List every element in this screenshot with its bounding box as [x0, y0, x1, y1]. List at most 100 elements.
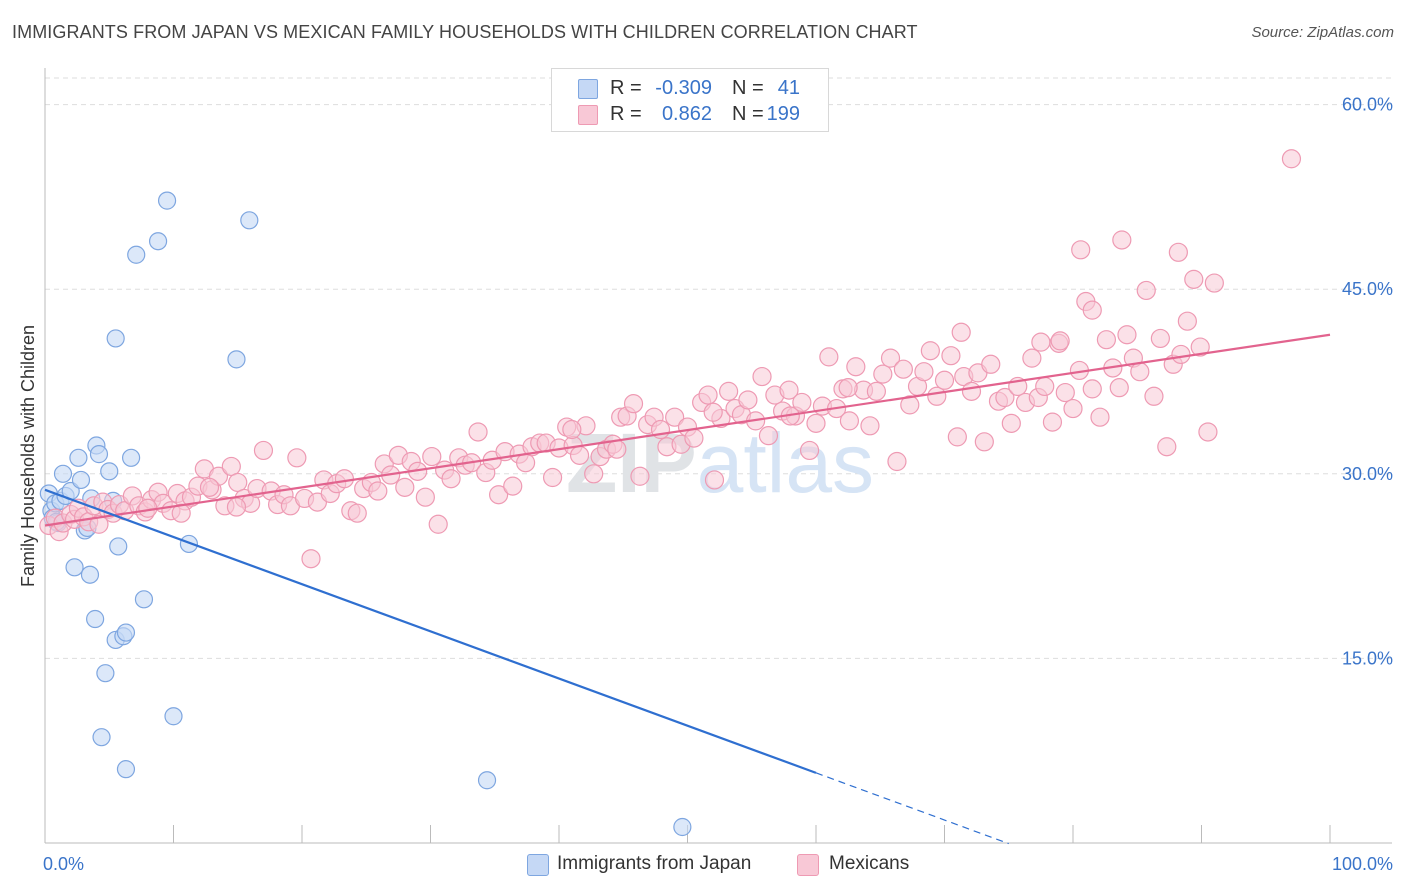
r-label: R = [610, 77, 642, 99]
mexicans-trend-line [44, 333, 1331, 527]
mexicans-point [1177, 311, 1197, 331]
japan-point [477, 771, 497, 790]
mexicans-point [914, 362, 934, 382]
mexicans-point [1035, 376, 1055, 397]
mexicans-point [738, 390, 758, 410]
mexicans-legend-swatch [797, 854, 819, 876]
y-tick-label: 15.0% [1342, 648, 1393, 668]
r-label: R = [610, 103, 642, 125]
mexicans-point [368, 481, 388, 501]
mexicans-point [806, 413, 826, 433]
mexicans-point [422, 446, 442, 467]
mexicans-point [441, 469, 461, 489]
r-value: 0.862 [661, 103, 712, 125]
japan-swatch [578, 79, 598, 99]
mexicans-point [819, 347, 839, 367]
mexicans-point [623, 394, 644, 414]
mexicans-point [607, 439, 627, 459]
y-tick-label: 30.0% [1342, 464, 1393, 484]
japan-point [89, 445, 109, 464]
mexicans-point [927, 386, 947, 406]
japan-point [92, 728, 111, 747]
mexicans-point [719, 381, 739, 401]
mexicans-point [951, 322, 971, 342]
japan-point [134, 590, 154, 609]
mexicans-point [1168, 242, 1188, 262]
japan-point [69, 448, 88, 467]
mexicans-point [866, 381, 886, 401]
mexicans-point [1050, 331, 1070, 351]
mexicans-point [703, 402, 723, 422]
japan-point [86, 609, 105, 629]
japan-point [106, 329, 125, 348]
grid-lines [45, 77, 1392, 659]
n-value: 199 [766, 103, 800, 125]
mexicans-point [1055, 382, 1075, 403]
japan-point [109, 537, 128, 556]
mexicans-point [900, 395, 920, 415]
mexicans-point [199, 477, 220, 497]
mexicans-point [226, 497, 247, 517]
japan-point [127, 245, 146, 264]
mexicans-point [1082, 300, 1102, 320]
source-label: Source: ZipAtlas.com [1251, 24, 1394, 41]
mexicans-point [1190, 337, 1210, 357]
japan-point [116, 623, 136, 642]
mexicans-point [1144, 386, 1164, 406]
mexicans-point [684, 428, 704, 448]
mexicans-point [758, 426, 779, 446]
mexicans-point [415, 487, 435, 507]
n-label: N = [732, 103, 764, 125]
mexicans-point [1281, 149, 1302, 169]
japan-point [96, 664, 115, 683]
mexicans-point [981, 354, 1001, 374]
mexicans-point [1022, 348, 1042, 368]
stats-row-mexicans: R = 0.862 N = 199 [552, 101, 828, 127]
mexicans-point [838, 378, 858, 398]
mexicans-point [630, 466, 650, 486]
japan-point [148, 232, 168, 251]
japan-point [227, 350, 246, 369]
mexicans-point [542, 467, 563, 488]
mexicans-point [839, 411, 860, 431]
mexicans-point [873, 364, 893, 384]
mexicans-point [562, 419, 582, 440]
mexicans-point [893, 359, 913, 379]
mexicans-point [221, 456, 241, 477]
mexicans-point [846, 357, 866, 377]
mexicans-point [934, 370, 955, 390]
japan-point [240, 211, 259, 230]
mexicans-point [287, 448, 307, 468]
mexicans-point [704, 470, 725, 490]
japan-point [673, 817, 692, 837]
legend-label-japan: Immigrants from Japan [557, 853, 752, 874]
chart-title: IMMIGRANTS FROM JAPAN VS MEXICAN FAMILY … [12, 22, 918, 42]
mexicans-point [584, 464, 604, 484]
mexicans-point [301, 549, 321, 569]
japan-point [179, 534, 199, 554]
mexicans-point [1171, 344, 1191, 365]
japan-point [71, 470, 91, 490]
mexicans-point [941, 346, 961, 366]
mexicans-point [489, 485, 509, 505]
mexicans-point [1157, 437, 1177, 457]
mexicans-point [1109, 378, 1129, 398]
japan-point [53, 464, 73, 483]
mexicans-point [1031, 332, 1051, 352]
mexicans-point [920, 341, 940, 361]
mexicans-point [1063, 398, 1083, 419]
japan-point [116, 760, 136, 779]
n-value: 41 [777, 77, 800, 99]
mexicans-point [1184, 269, 1204, 289]
mexicans-point [799, 440, 820, 461]
mexicans-point [995, 387, 1015, 408]
mexicans-point [515, 453, 536, 473]
mexicans-point [1130, 362, 1150, 382]
mexicans-point [228, 472, 248, 493]
mexicans-point [334, 469, 355, 489]
mexicans-point [1204, 273, 1224, 293]
japan-legend-swatch [527, 854, 549, 876]
japan-point [80, 565, 100, 584]
mexicans-point [880, 348, 901, 368]
mexicans-point [792, 392, 812, 413]
